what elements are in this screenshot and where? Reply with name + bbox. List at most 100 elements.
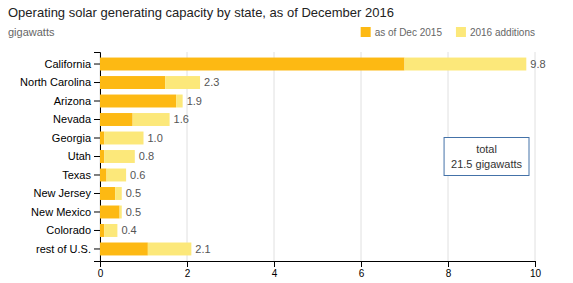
total-label: 2.1 (195, 243, 210, 255)
y-tick: Colorado (46, 224, 100, 236)
x-tick: 0 (98, 261, 104, 279)
y-tick: Utah (68, 150, 100, 162)
x-tick-label: 10 (530, 268, 542, 279)
y-tick-mark (94, 119, 100, 120)
y-tick-mark (94, 101, 100, 102)
y-tick-mark (94, 211, 100, 212)
y-axis: California North Carolina Arizona Nevada Geo… (20, 53, 100, 262)
y-tick-label: Arizona (54, 95, 92, 107)
bar (133, 113, 170, 126)
bar (104, 150, 134, 163)
total-label: 1.9 (187, 95, 202, 107)
bar (100, 113, 133, 126)
total-label: 1.6 (174, 113, 189, 125)
x-tick: 2 (185, 261, 191, 279)
subtitle: gigawatts (8, 26, 55, 38)
bar (165, 76, 200, 89)
x-tick-label: 0 (98, 268, 104, 279)
x-axis: 0 2 4 6 8 10 (98, 261, 542, 279)
total-label: 0.4 (121, 224, 136, 236)
legend-swatch (456, 27, 466, 37)
total-labels: 9.82.31.91.61.00.80.60.50.50.42.1 (121, 58, 545, 255)
legend-swatch (361, 27, 371, 37)
bar (100, 95, 176, 108)
y-tick: New Jersey (34, 187, 100, 199)
y-tick: New Mexico (31, 206, 100, 218)
bar (100, 58, 405, 71)
x-tick-mark (187, 261, 188, 267)
x-tick: 8 (446, 261, 452, 279)
x-tick-label: 4 (272, 268, 278, 279)
x-tick-label: 2 (185, 268, 191, 279)
legend-item: as of Dec 2015 (361, 27, 443, 38)
bar (100, 224, 104, 237)
x-tick-mark (535, 261, 536, 267)
total-label: 1.0 (148, 132, 163, 144)
y-tick-label: Nevada (53, 113, 92, 125)
total-label: 0.8 (139, 150, 154, 162)
grid (100, 52, 535, 261)
total-label: 0.5 (126, 206, 141, 218)
plot-area: 0 2 4 6 8 10 California North Carolina Arizona Ne… (20, 52, 546, 279)
y-tick-label: New Mexico (31, 206, 91, 218)
x-tick-label: 8 (446, 268, 452, 279)
grid-line (361, 52, 362, 261)
annotation-text: 21.5 gigawatts (451, 158, 522, 170)
bar (104, 132, 143, 145)
legend-item: 2016 additions (456, 27, 535, 38)
x-tick: 10 (530, 261, 542, 279)
y-tick-label: New Jersey (34, 187, 92, 199)
grid-line (274, 52, 275, 261)
y-tick-mark (94, 193, 100, 194)
bar (148, 243, 192, 256)
y-tick: Georgia (52, 132, 100, 144)
y-tick-mark (94, 64, 100, 65)
legend: as of Dec 2015 2016 additions (361, 27, 535, 38)
x-tick-label: 6 (359, 268, 365, 279)
bar (115, 187, 122, 200)
y-tick: Arizona (54, 95, 100, 107)
legend-label: 2016 additions (470, 27, 535, 38)
y-tick-label: North Carolina (20, 76, 92, 88)
bar (405, 58, 527, 71)
x-tick-mark (361, 261, 362, 267)
bar (176, 95, 183, 108)
y-tick-mark (94, 174, 100, 175)
total-label: 0.5 (126, 187, 141, 199)
bar-series (100, 58, 405, 256)
y-tick: North Carolina (20, 76, 100, 88)
annotation: total21.5 gigawatts (444, 138, 529, 176)
chart-svg: Operating solar generating capacity by s… (0, 0, 573, 283)
x-tick-mark (448, 261, 449, 267)
y-tick-label: Utah (68, 150, 91, 162)
y-tick: rest of U.S. (36, 242, 100, 254)
y-tick-mark (94, 138, 100, 139)
bar (100, 187, 115, 200)
y-tick-label: Georgia (52, 132, 92, 144)
total-label: 2.3 (204, 76, 219, 88)
y-axis-line (94, 53, 101, 262)
y-tick: California (45, 58, 100, 70)
bar (104, 224, 117, 237)
y-tick-label: Colorado (46, 224, 91, 236)
y-tick-mark (94, 230, 100, 231)
bar (100, 132, 104, 145)
bar (100, 150, 104, 163)
x-axis-line (101, 262, 536, 268)
y-tick-mark (94, 248, 100, 249)
y-tick: Nevada (53, 113, 100, 125)
y-tick-label: Texas (62, 169, 91, 181)
annotation-box (444, 138, 529, 176)
total-label: 9.8 (530, 58, 545, 70)
chart-container: Operating solar generating capacity by s… (0, 0, 573, 283)
y-tick-mark (94, 82, 100, 83)
bar (120, 206, 122, 219)
bar (100, 243, 148, 256)
y-tick: Texas (62, 169, 100, 181)
y-tick-label: California (45, 58, 92, 70)
bar (107, 169, 127, 182)
x-tick-mark (274, 261, 275, 267)
x-tick: 6 (359, 261, 365, 279)
grid-line (535, 52, 536, 261)
legend-label: as of Dec 2015 (375, 27, 443, 38)
